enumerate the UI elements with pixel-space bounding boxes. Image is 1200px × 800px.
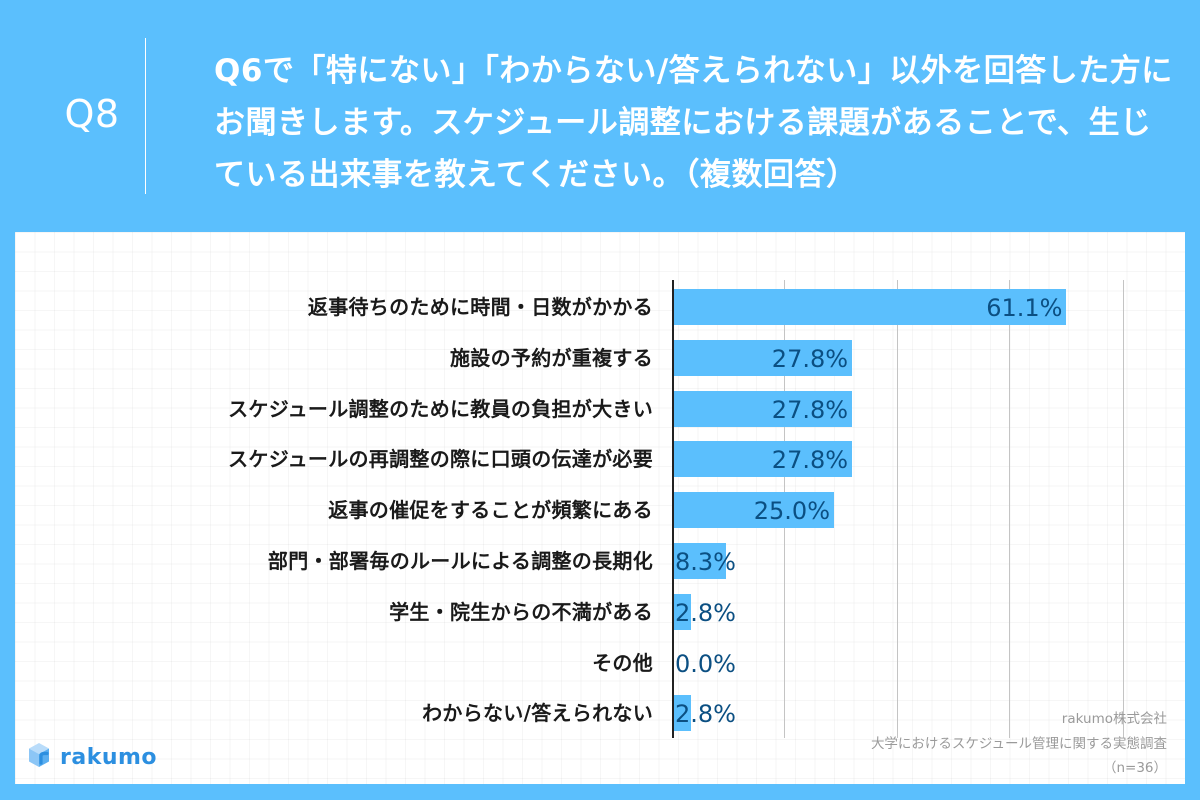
source-sample: （n=36） [1102, 760, 1167, 776]
cube-icon [28, 742, 50, 772]
category-label: 学生・院生からの不満がある [389, 599, 653, 624]
bar [673, 390, 853, 427]
chart-row: 返事の催促をすることが頻繁にある 25.0% [0, 492, 1200, 529]
source-survey: 大学におけるスケジュール管理に関する実態調査 [870, 735, 1167, 752]
question-header: Q8 Q6で「特にない」「わからない/答えられない」以外を回答した方にお聞きしま… [0, 0, 1200, 232]
y-axis-line [672, 280, 674, 738]
gridline [1009, 280, 1010, 738]
bar [673, 339, 853, 376]
gridline [1123, 280, 1124, 738]
gridline [897, 280, 898, 738]
chart-row: わからない/答えられない 2.8% [0, 695, 1200, 732]
bar [673, 492, 834, 529]
value-label: 27.8% [771, 446, 849, 475]
category-label: 部門・部署毎のルールによる調整の長期化 [267, 549, 653, 573]
category-label: わからない/答えられない [422, 701, 653, 726]
value-label: 25.0% [753, 497, 830, 526]
value-label: 27.8% [771, 344, 849, 373]
chart-row: 返事待ちのために時間・日数がかかる 61.1% [0, 289, 1200, 325]
header-divider [145, 38, 146, 194]
chart-row: 学生・院生からの不満がある 2.8% [0, 593, 1200, 630]
value-label: 0.0% [675, 649, 736, 678]
category-label: 施設の予約が重複する [450, 345, 653, 370]
category-label: 返事待ちのために時間・日数がかかる [307, 295, 653, 319]
bar [673, 695, 692, 732]
category-label: その他 [592, 650, 653, 675]
category-label: スケジュールの再調整の際に口頭の伝達が必要 [228, 447, 653, 472]
value-label: 2.8% [675, 598, 736, 627]
chart-row: 部門・部署毎のルールによる調整の長期化 8.3% [0, 543, 1200, 579]
source-company: rakumo株式会社 [1061, 711, 1167, 727]
bar [673, 289, 1067, 325]
bar [673, 593, 692, 630]
value-label: 2.8% [675, 700, 736, 729]
question-number: Q8 [64, 92, 120, 136]
chart-row: その他 0.0% [0, 645, 1200, 681]
chart-row: 施設の予約が重複する 27.8% [0, 339, 1200, 376]
chart-row: スケジュールの再調整の際に口頭の伝達が必要 27.8% [0, 441, 1200, 478]
logo-text: rakumo [60, 744, 158, 770]
bar [673, 543, 727, 579]
rakumo-logo: rakumo [28, 742, 157, 772]
value-label: 8.3% [675, 548, 736, 576]
value-label: 27.8% [771, 395, 849, 424]
value-label: 61.1% [986, 294, 1063, 322]
question-text: Q6で「特にない」「わからない/答えられない」以外を回答した方にお聞きします。ス… [214, 53, 1173, 193]
source-note: rakumo株式会社 大学におけるスケジュール管理に関する実態調査 （n=36） [871, 707, 1167, 781]
bar [673, 441, 853, 478]
chart-row: スケジュール調整のために教員の負担が大きい 27.8% [0, 390, 1200, 427]
category-label: スケジュール調整のために教員の負担が大きい [228, 396, 653, 421]
category-label: 返事の催促をすることが頻繁にある [328, 498, 653, 523]
